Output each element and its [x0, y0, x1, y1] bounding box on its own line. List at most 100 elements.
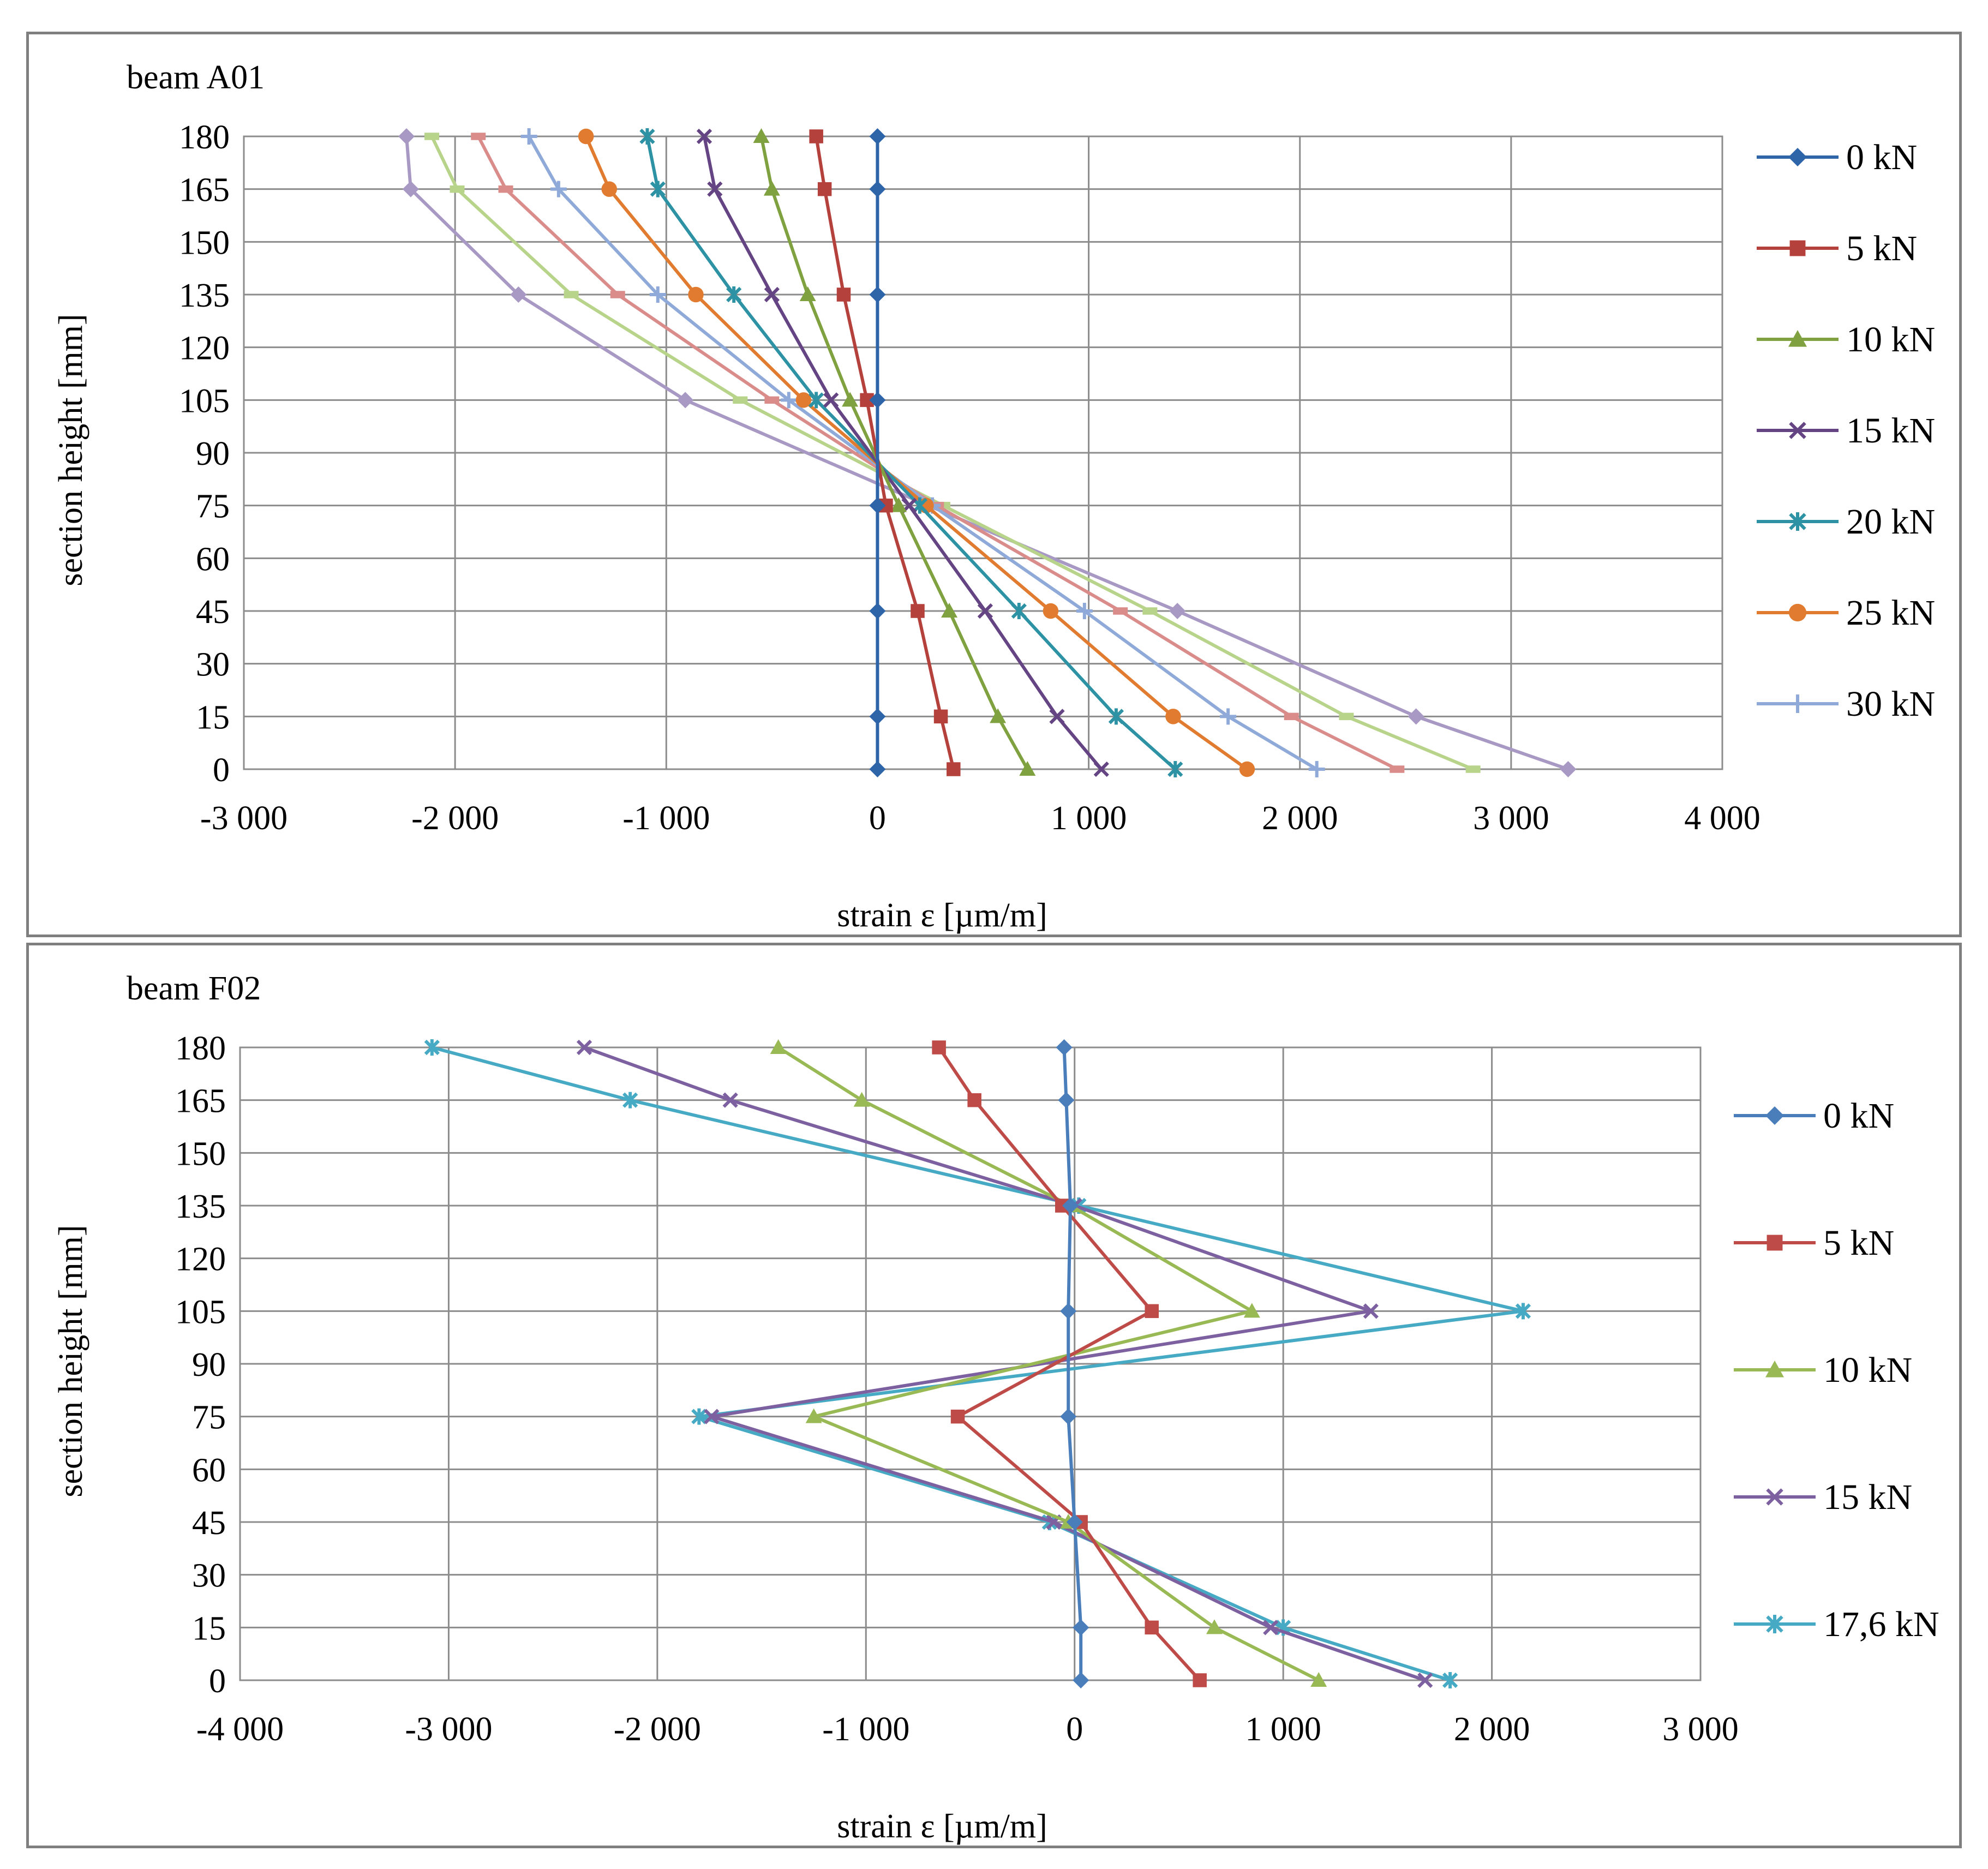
data-point-diamond	[869, 497, 886, 514]
y-tick-label: 105	[179, 382, 230, 420]
chart-beam-f02: beam F02 strain ε [µm/m] section height …	[52, 970, 1939, 1845]
y-tick-label: 45	[192, 1505, 226, 1542]
data-point-dash	[1284, 712, 1299, 721]
data-point-square	[1145, 1620, 1159, 1635]
legend-label: 17,6 kN	[1823, 1604, 1939, 1644]
data-point-square	[950, 1409, 965, 1424]
plot-area-border	[243, 135, 1723, 770]
data-point-star	[1167, 761, 1183, 777]
y-tick-label: 30	[192, 1558, 226, 1595]
data-point-star	[622, 1092, 638, 1109]
x-tick-label: -3 000	[405, 1711, 492, 1748]
y-tick-label: 135	[175, 1188, 226, 1225]
data-point-triangle	[799, 286, 816, 301]
data-point-star	[691, 1408, 707, 1425]
legend-label: 10 kN	[1823, 1350, 1912, 1390]
data-point-diamond	[869, 286, 886, 303]
data-point-square	[933, 709, 948, 724]
data-point-circle	[1043, 603, 1059, 619]
series-20-kn	[639, 128, 1183, 777]
x-tick-label: 0	[869, 800, 886, 837]
x-tick-label: -2 000	[614, 1711, 701, 1748]
data-point-triangle	[805, 1408, 822, 1423]
data-point-diamond	[1066, 1514, 1083, 1530]
y-tick-label: 60	[192, 1452, 226, 1489]
data-point-diamond	[1058, 1092, 1075, 1109]
series-line	[477, 135, 1398, 771]
data-point-diamond	[1765, 1106, 1784, 1125]
data-point-star	[726, 286, 742, 303]
series-line	[645, 136, 1177, 771]
y-tick-label: 165	[179, 172, 230, 209]
data-point-dash	[1465, 765, 1481, 773]
data-point-diamond	[1060, 1303, 1077, 1320]
y-tick-label: 15	[196, 699, 230, 736]
legend-item: 25 kN	[1757, 593, 1935, 633]
y-tick-label: 120	[175, 1241, 226, 1278]
data-point-plus	[1220, 708, 1237, 725]
x-axis-label: strain ε [µm/m]	[837, 1808, 1047, 1845]
data-point-square	[1193, 1673, 1207, 1687]
chart-beam-a01: beam A01 strain ε [µm/m] section height …	[52, 59, 1935, 934]
data-point-x	[764, 286, 780, 303]
data-point-x	[823, 392, 839, 408]
data-point-diamond	[402, 181, 419, 197]
data-point-plus	[550, 181, 567, 197]
legend-item: 10 kN	[1757, 320, 1935, 360]
data-point-square	[809, 129, 823, 143]
y-tick-label: 120	[179, 330, 230, 367]
y-tick-label: 180	[179, 119, 230, 156]
data-point-diamond	[1408, 708, 1424, 725]
legend-label: 0 kN	[1846, 137, 1917, 177]
data-point-dash	[1339, 712, 1354, 721]
data-point-diamond	[1560, 761, 1577, 777]
series-line	[759, 136, 1029, 770]
data-point-star	[424, 1039, 440, 1056]
x-tick-label: 2 000	[1262, 800, 1338, 837]
data-point-circle	[1165, 709, 1181, 724]
data-point-square	[967, 1093, 981, 1107]
series-40-kn	[424, 133, 1481, 773]
data-point-plus	[780, 392, 797, 409]
data-point-plus	[1076, 603, 1093, 619]
x-tick-label: -3 000	[200, 800, 288, 837]
data-point-diamond	[869, 761, 886, 777]
data-point-square	[911, 604, 925, 618]
data-point-square	[1767, 1235, 1783, 1251]
data-point-diamond	[1062, 1197, 1079, 1214]
gridlines	[243, 135, 1723, 770]
data-point-dash	[1142, 607, 1158, 615]
data-point-diamond	[869, 708, 886, 725]
legend-item: 10 kN	[1734, 1350, 1912, 1390]
data-point-triangle	[1765, 1361, 1784, 1377]
data-point-dash	[471, 133, 486, 140]
data-point-diamond	[869, 392, 886, 409]
series-line	[777, 1046, 1320, 1682]
data-point-diamond	[677, 392, 694, 409]
data-point-star	[1011, 603, 1027, 619]
data-point-diamond	[510, 286, 527, 303]
data-point-x	[707, 181, 723, 197]
data-point-x	[696, 128, 712, 145]
data-point-diamond	[869, 128, 886, 145]
data-point-square	[836, 287, 851, 302]
legend-label: 20 kN	[1846, 502, 1935, 542]
data-point-x	[977, 603, 993, 619]
data-point-circle	[578, 128, 594, 145]
series-5-kn	[932, 1040, 1207, 1687]
y-tick-label: 75	[196, 488, 230, 525]
legend-item: 20 kN	[1757, 502, 1935, 542]
data-point-dash	[450, 185, 465, 193]
data-point-circle	[1239, 761, 1255, 777]
data-point-dash	[1390, 765, 1405, 773]
data-point-star	[809, 392, 824, 409]
data-point-triangle	[1243, 1303, 1260, 1318]
data-point-x	[576, 1039, 592, 1056]
legend-label: 25 kN	[1846, 593, 1935, 633]
data-point-dash	[610, 291, 625, 298]
data-point-square	[1145, 1304, 1159, 1319]
data-point-circle	[795, 392, 812, 408]
data-point-diamond	[1788, 148, 1807, 166]
data-point-square	[1789, 240, 1806, 256]
data-point-dash	[733, 396, 748, 404]
